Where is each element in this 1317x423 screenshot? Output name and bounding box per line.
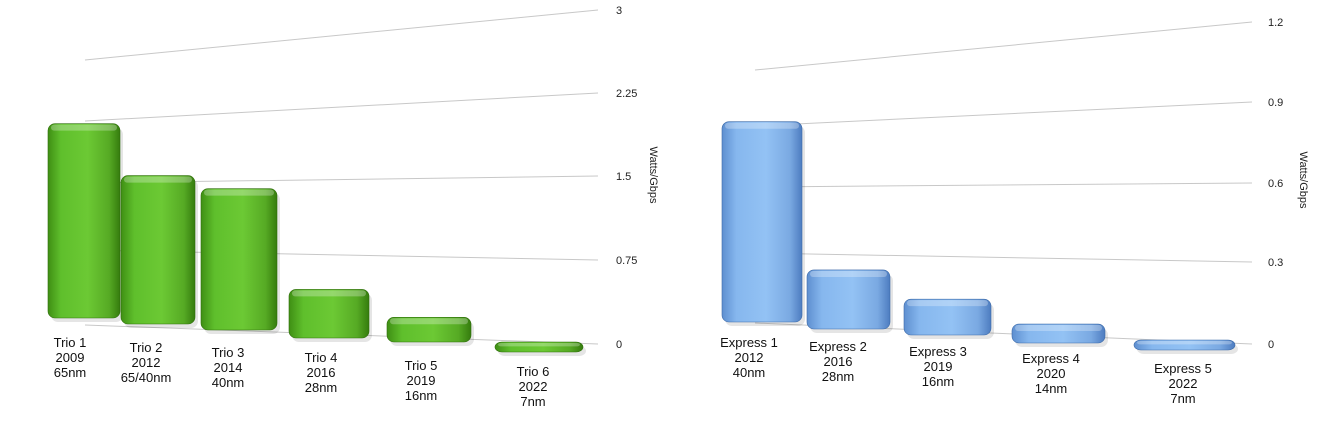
y-tick-label: 0.75 [616, 255, 637, 267]
category-label: Express 3 2019 16nm [909, 344, 967, 389]
trio-chart-panel: 0 0.75 1.5 2.25 3 Watts/Gbps Trio 1 2009 65nm Tri… [47, 5, 659, 409]
y-axis-label: Watts/Gbps [1297, 151, 1309, 209]
category-label: Trio 4 2016 28nm [305, 350, 338, 395]
y-tick-label: 0.6 [1268, 178, 1283, 190]
bar [120, 175, 198, 328]
gridline [84, 9, 599, 61]
y-tick-label: 0 [616, 339, 622, 351]
bar [1133, 339, 1238, 354]
y-tick-label: 0 [1268, 339, 1274, 351]
y-axis-label: Watts/Gbps [647, 146, 659, 204]
category-label: Trio 1 2009 65nm [54, 335, 87, 380]
gridline [754, 252, 1253, 263]
bar [494, 341, 586, 356]
bar [806, 269, 893, 333]
bar [47, 123, 123, 323]
category-label: Express 2 2016 28nm [809, 339, 867, 384]
express-chart-panel: 0 0.3 0.6 0.9 1.2 Watts/Gbps Express 1 2012 40nm… [720, 17, 1309, 406]
category-label: Express 1 2012 40nm [720, 335, 778, 380]
bar [386, 316, 474, 346]
bar [200, 188, 280, 334]
category-label: Express 5 2022 7nm [1154, 361, 1212, 406]
y-tick-label: 0.3 [1268, 257, 1283, 269]
gridline [754, 182, 1253, 188]
y-tick-label: 1.2 [1268, 17, 1283, 29]
y-tick-label: 0.9 [1268, 97, 1283, 109]
bar [1011, 323, 1108, 347]
bar [903, 298, 994, 339]
category-label: Trio 6 2022 7nm [517, 364, 550, 409]
bar [288, 289, 372, 342]
category-label: Trio 5 2019 16nm [405, 358, 438, 403]
y-tick-label: 1.5 [616, 171, 631, 183]
bar [721, 121, 805, 326]
gridline [754, 101, 1253, 127]
category-label: Trio 3 2014 40nm [212, 345, 245, 390]
y-tick-label: 2.25 [616, 88, 637, 100]
y-tick-label: 3 [616, 5, 622, 17]
gridline [84, 92, 599, 122]
category-label: Trio 2 2012 65/40nm [121, 340, 172, 385]
gridline [754, 21, 1253, 71]
category-label: Express 4 2020 14nm [1022, 351, 1080, 396]
